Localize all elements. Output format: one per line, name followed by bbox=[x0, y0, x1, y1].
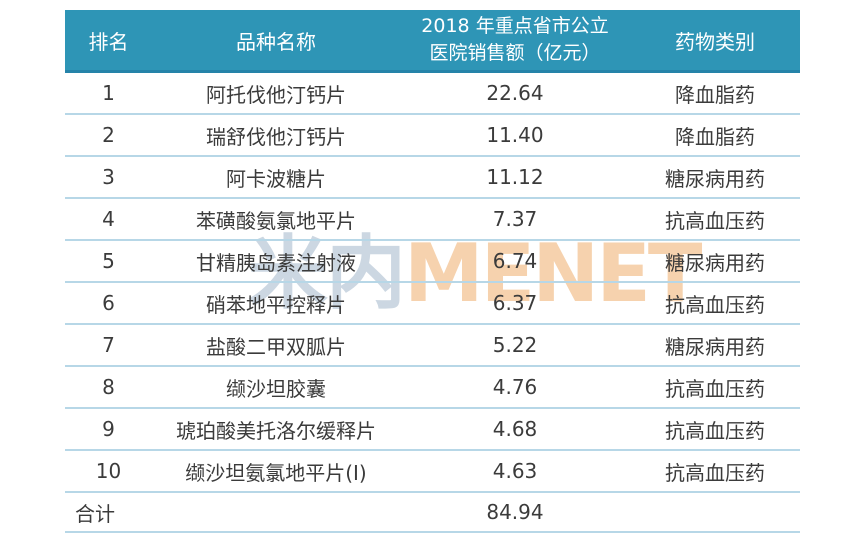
table-row: 9 琥珀酸美托洛尔缓释片 4.68 抗高血压药 bbox=[65, 409, 800, 451]
rank-cell: 5 bbox=[102, 249, 115, 273]
category-cell: 糖尿病用药 bbox=[665, 166, 765, 191]
header-name: 品种名称 bbox=[236, 29, 316, 54]
rank-cell: 10 bbox=[95, 459, 122, 483]
table-row: 7 盐酸二甲双胍片 5.22 糖尿病用药 bbox=[65, 325, 800, 367]
sales-cell: 22.64 bbox=[486, 81, 544, 105]
table-total-row: 合计 84.94 bbox=[65, 493, 800, 533]
table-row: 6 硝苯地平控释片 6.37 抗高血压药 bbox=[65, 283, 800, 325]
category-cell: 抗高血压药 bbox=[665, 460, 765, 485]
rank-cell: 1 bbox=[102, 81, 115, 105]
category-cell: 糖尿病用药 bbox=[665, 334, 765, 359]
table-header-row: 排名 品种名称 2018 年重点省市公立 医院销售额（亿元） 药物类别 bbox=[65, 10, 800, 73]
name-cell: 硝苯地平控释片 bbox=[206, 292, 346, 317]
name-cell: 苯磺酸氨氯地平片 bbox=[196, 208, 356, 233]
sales-cell: 11.12 bbox=[486, 165, 544, 189]
name-cell: 甘精胰岛素注射液 bbox=[196, 250, 356, 275]
rank-cell: 9 bbox=[102, 417, 115, 441]
sales-cell: 4.68 bbox=[492, 417, 538, 441]
category-cell: 抗高血压药 bbox=[665, 292, 765, 317]
rank-cell: 2 bbox=[102, 123, 115, 147]
category-cell: 抗高血压药 bbox=[665, 376, 765, 401]
table-row: 1 阿托伐他汀钙片 22.64 降血脂药 bbox=[65, 73, 800, 115]
table-row: 4 苯磺酸氨氯地平片 7.37 抗高血压药 bbox=[65, 199, 800, 241]
header-sales: 2018 年重点省市公立 医院销售额（亿元） bbox=[400, 13, 630, 66]
rank-cell: 3 bbox=[102, 165, 115, 189]
rank-cell: 6 bbox=[102, 291, 115, 315]
drug-sales-ranking-table: 排名 品种名称 2018 年重点省市公立 医院销售额（亿元） 药物类别 1 阿托… bbox=[65, 10, 800, 533]
header-category: 药物类别 bbox=[675, 29, 755, 54]
sales-cell: 4.63 bbox=[492, 459, 538, 483]
sales-cell: 7.37 bbox=[492, 207, 538, 231]
category-cell: 抗高血压药 bbox=[665, 208, 765, 233]
sales-cell: 6.74 bbox=[492, 249, 538, 273]
name-cell: 阿托伐他汀钙片 bbox=[206, 82, 346, 107]
table-row: 8 缬沙坦胶囊 4.76 抗高血压药 bbox=[65, 367, 800, 409]
name-cell: 阿卡波糖片 bbox=[226, 166, 326, 191]
table-row: 10 缬沙坦氨氯地平片(Ⅰ) 4.63 抗高血压药 bbox=[65, 451, 800, 493]
sales-cell: 4.76 bbox=[492, 375, 538, 399]
header-rank: 排名 bbox=[88, 29, 129, 54]
table-row: 5 甘精胰岛素注射液 6.74 糖尿病用药 bbox=[65, 241, 800, 283]
total-label-cell: 合计 bbox=[75, 501, 115, 526]
rank-cell: 7 bbox=[102, 333, 115, 357]
table-row: 3 阿卡波糖片 11.12 糖尿病用药 bbox=[65, 157, 800, 199]
sales-cell: 11.40 bbox=[486, 123, 544, 147]
rank-cell: 8 bbox=[102, 375, 115, 399]
header-sales-line2: 医院销售额（亿元） bbox=[429, 42, 601, 64]
name-cell: 缬沙坦氨氯地平片(Ⅰ) bbox=[185, 460, 367, 485]
table-row: 2 瑞舒伐他汀钙片 11.40 降血脂药 bbox=[65, 115, 800, 157]
sales-cell: 5.22 bbox=[492, 333, 538, 357]
category-cell: 降血脂药 bbox=[675, 82, 755, 107]
total-sales-cell: 84.94 bbox=[486, 500, 544, 524]
name-cell: 缬沙坦胶囊 bbox=[226, 376, 326, 401]
category-cell: 糖尿病用药 bbox=[665, 250, 765, 275]
category-cell: 抗高血压药 bbox=[665, 418, 765, 443]
sales-cell: 6.37 bbox=[492, 291, 538, 315]
header-sales-line1: 2018 年重点省市公立 bbox=[421, 15, 609, 38]
name-cell: 盐酸二甲双胍片 bbox=[206, 334, 346, 359]
name-cell: 琥珀酸美托洛尔缓释片 bbox=[176, 418, 376, 443]
rank-cell: 4 bbox=[102, 207, 115, 231]
name-cell: 瑞舒伐他汀钙片 bbox=[206, 124, 346, 149]
category-cell: 降血脂药 bbox=[675, 124, 755, 149]
